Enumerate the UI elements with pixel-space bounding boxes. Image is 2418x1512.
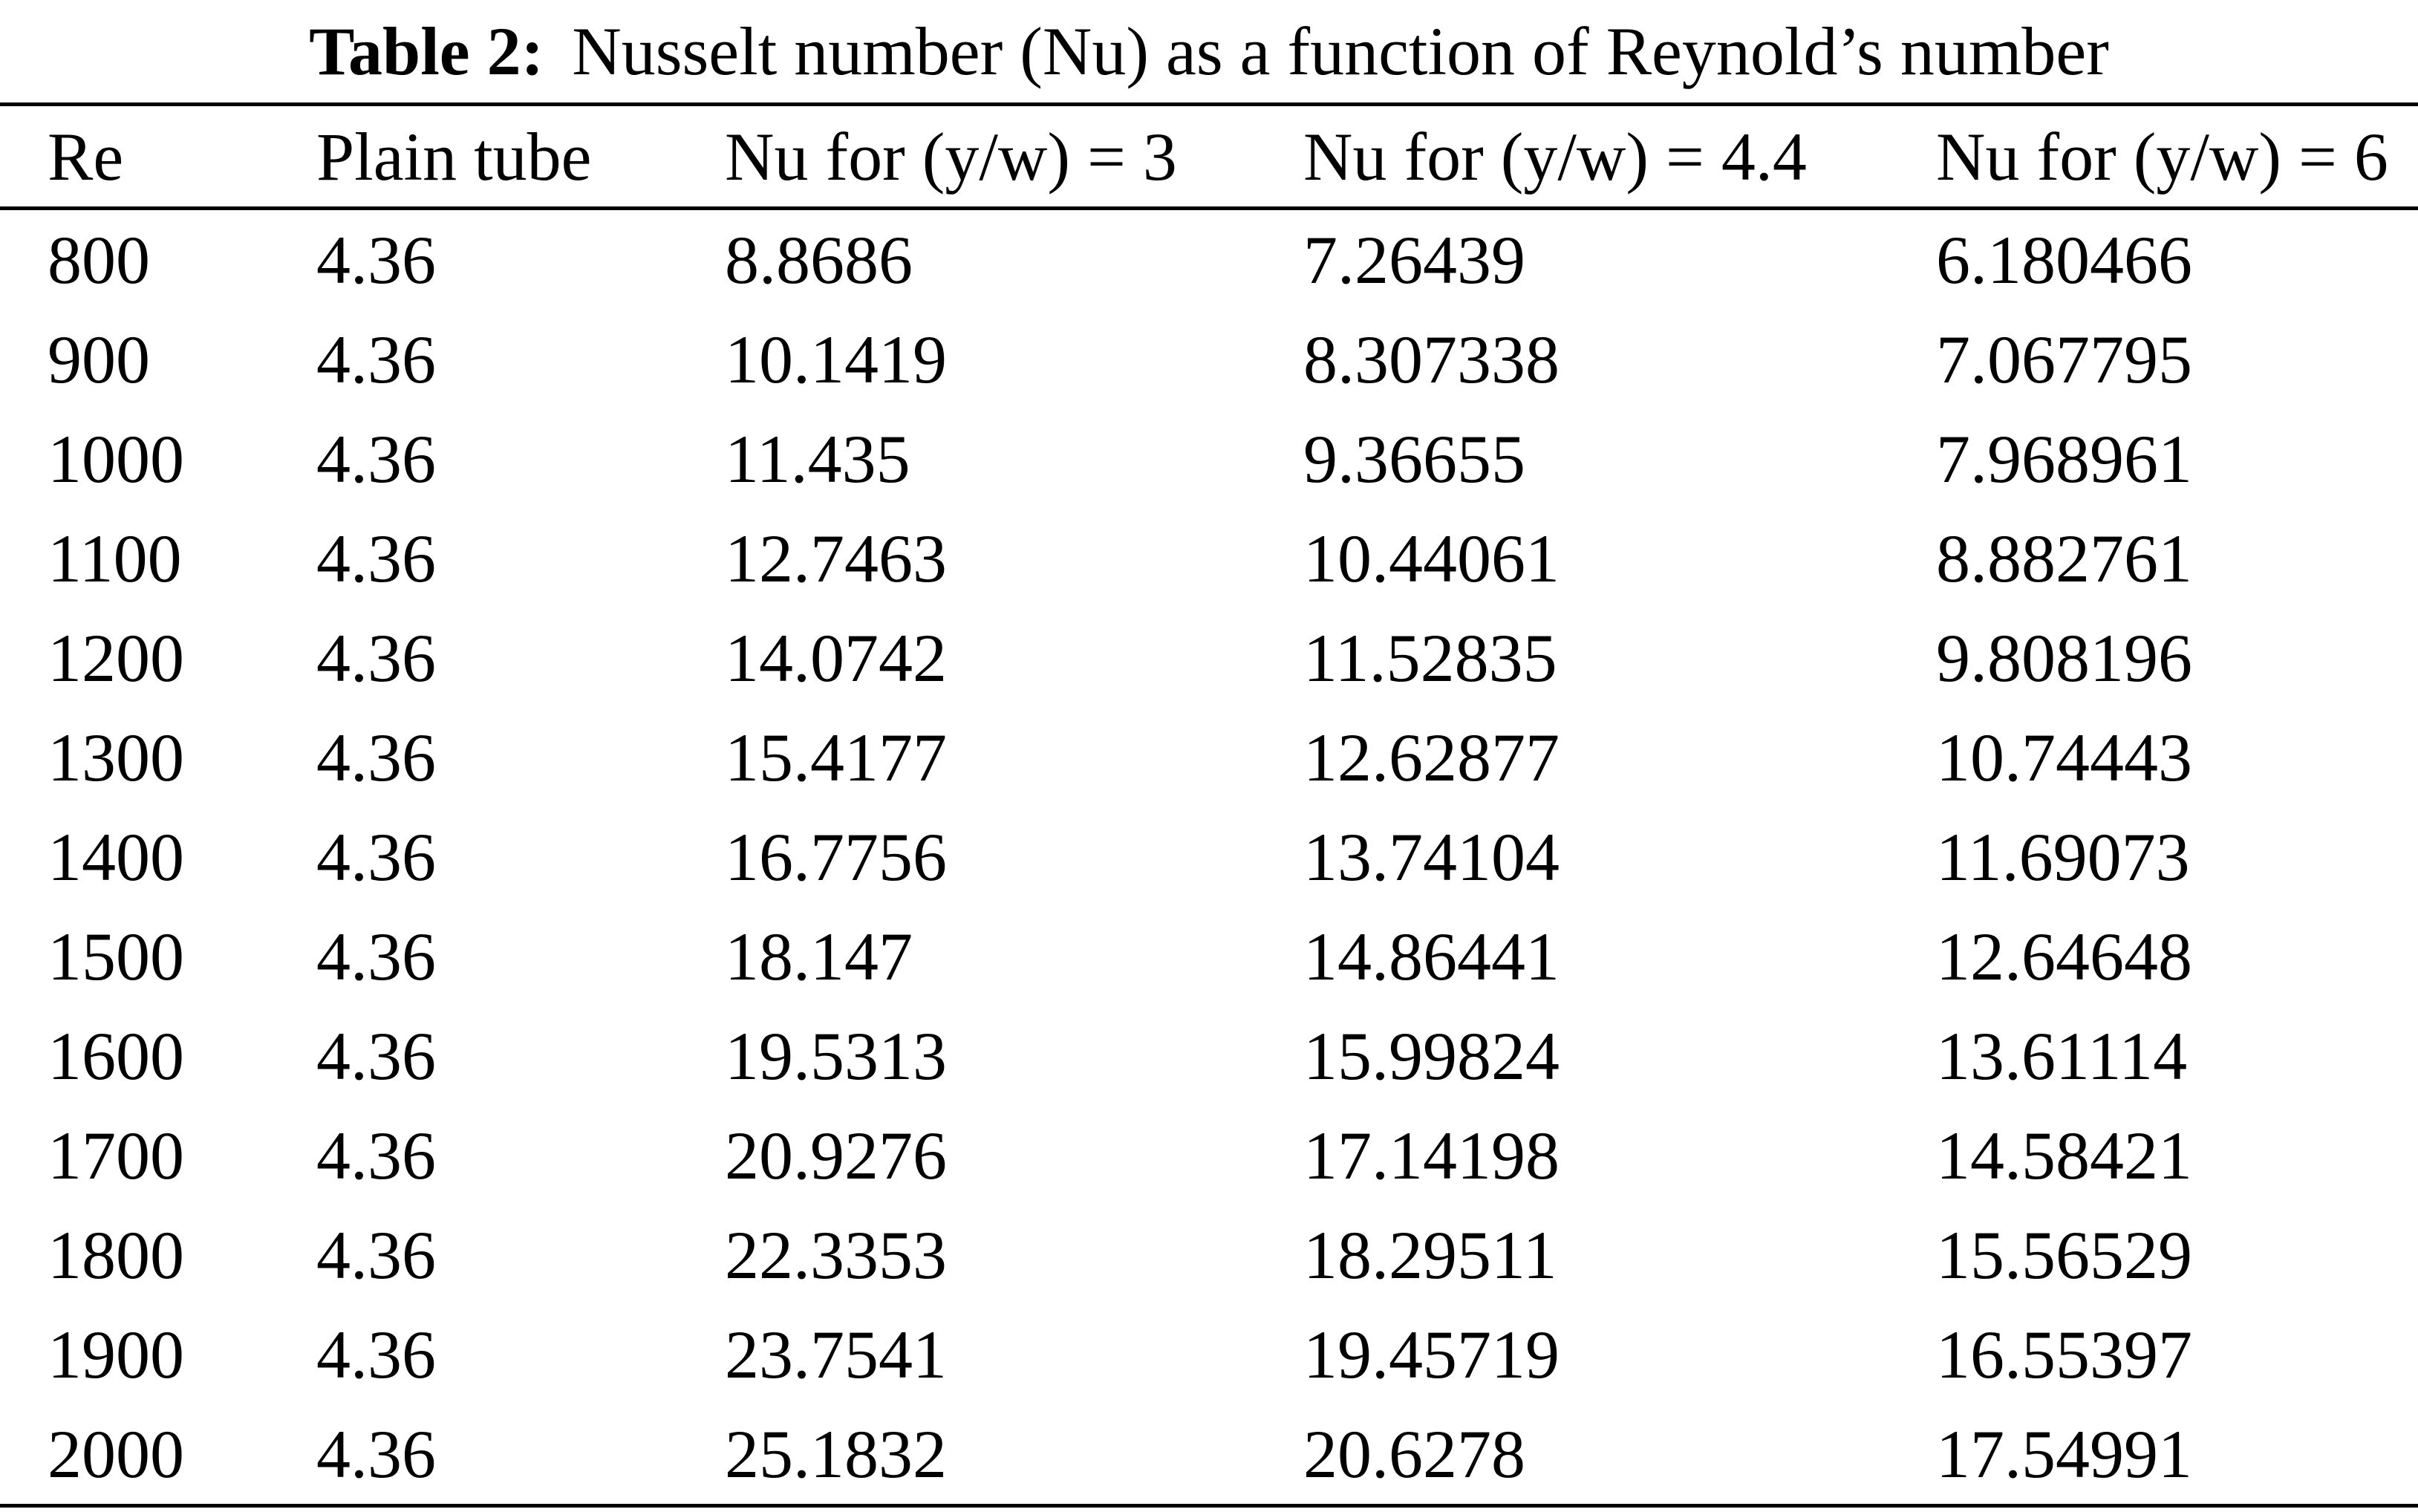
cell-nu-yw44: 11.52835: [1303, 620, 1557, 696]
table-row: 1300 4.36 15.4177 12.62877 10.74443: [0, 708, 2418, 807]
cell-re: 1200: [48, 620, 184, 696]
table-row: 1400 4.36 16.7756 13.74104 11.69073: [0, 807, 2418, 907]
cell-plain-tube: 4.36: [316, 521, 436, 596]
cell-nu-yw6: 10.74443: [1936, 720, 2192, 795]
cell-re: 1300: [48, 720, 184, 795]
cell-nu-yw3: 14.0742: [725, 620, 947, 696]
cell-nu-yw44: 19.45719: [1303, 1317, 1560, 1392]
cell-nu-yw6: 9.808196: [1936, 620, 2192, 696]
cell-plain-tube: 4.36: [316, 1217, 436, 1293]
cell-plain-tube: 4.36: [316, 421, 436, 497]
cell-plain-tube: 4.36: [316, 1118, 436, 1193]
table-row: 1800 4.36 22.3353 18.29511 15.56529: [0, 1205, 2418, 1305]
cell-plain-tube: 4.36: [316, 222, 436, 298]
cell-plain-tube: 4.36: [316, 620, 436, 696]
cell-re: 1500: [48, 919, 184, 994]
cell-re: 1000: [48, 421, 184, 497]
cell-nu-yw6: 7.067795: [1936, 322, 2192, 397]
column-header-re: Re: [0, 104, 316, 210]
cell-re: 900: [48, 322, 150, 397]
table-row: 1100 4.36 12.7463 10.44061 8.882761: [0, 509, 2418, 608]
cell-nu-yw6: 17.54991: [1936, 1416, 2192, 1492]
cell-nu-yw3: 18.147: [725, 919, 913, 994]
table-row: 1600 4.36 19.5313 15.99824 13.61114: [0, 1006, 2418, 1106]
table-row: 800 4.36 8.8686 7.26439 6.180466: [0, 209, 2418, 310]
column-header-nu-yw6: Nu for (y/w) = 6: [1936, 104, 2418, 210]
column-header-nu-yw44: Nu for (y/w) = 4.4: [1303, 104, 1936, 210]
table-caption-label: Table 2:: [309, 13, 544, 89]
cell-nu-yw6: 12.64648: [1936, 919, 2192, 994]
cell-re: 1400: [48, 819, 184, 895]
cell-nu-yw6: 15.56529: [1936, 1217, 2192, 1293]
nusselt-table: Re Plain tube Nu for (y/w) = 3 Nu for (y…: [0, 102, 2418, 1508]
cell-plain-tube: 4.36: [316, 720, 436, 795]
table-row: 2000 4.36 25.1832 20.6278 17.54991: [0, 1404, 2418, 1506]
cell-nu-yw6: 14.58421: [1936, 1118, 2192, 1193]
cell-re: 800: [48, 222, 150, 298]
table-row: 1000 4.36 11.435 9.36655 7.968961: [0, 409, 2418, 509]
cell-nu-yw6: 16.55397: [1936, 1317, 2192, 1392]
table-row: 1200 4.36 14.0742 11.52835 9.808196: [0, 608, 2418, 708]
cell-nu-yw44: 17.14198: [1303, 1118, 1560, 1193]
cell-nu-yw3: 16.7756: [725, 819, 947, 895]
table-row: 1500 4.36 18.147 14.86441 12.64648: [0, 907, 2418, 1006]
cell-re: 1600: [48, 1018, 184, 1094]
cell-re: 1900: [48, 1317, 184, 1392]
cell-re: 1800: [48, 1217, 184, 1293]
cell-nu-yw44: 7.26439: [1303, 222, 1525, 298]
table-caption-text: Nusselt number (Nu) as a function of Rey…: [572, 13, 2109, 89]
cell-plain-tube: 4.36: [316, 322, 436, 397]
cell-nu-yw3: 20.9276: [725, 1118, 947, 1193]
cell-nu-yw3: 8.8686: [725, 222, 913, 298]
cell-plain-tube: 4.36: [316, 819, 436, 895]
cell-nu-yw3: 15.4177: [725, 720, 947, 795]
table-caption: Table 2: Nusselt number (Nu) as a functio…: [0, 0, 2418, 102]
cell-nu-yw44: 13.74104: [1303, 819, 1560, 895]
cell-nu-yw44: 10.44061: [1303, 521, 1560, 596]
cell-nu-yw44: 14.86441: [1303, 919, 1560, 994]
cell-re: 1100: [48, 521, 182, 596]
cell-nu-yw3: 23.7541: [725, 1317, 947, 1392]
cell-plain-tube: 4.36: [316, 919, 436, 994]
cell-nu-yw3: 10.1419: [725, 322, 947, 397]
cell-nu-yw6: 11.69073: [1936, 819, 2190, 895]
cell-nu-yw6: 8.882761: [1936, 521, 2192, 596]
cell-nu-yw6: 13.61114: [1936, 1018, 2188, 1094]
cell-nu-yw44: 12.62877: [1303, 720, 1560, 795]
cell-nu-yw3: 22.3353: [725, 1217, 947, 1293]
table-row: 1700 4.36 20.9276 17.14198 14.58421: [0, 1106, 2418, 1205]
cell-nu-yw3: 19.5313: [725, 1018, 947, 1094]
header-row: Re Plain tube Nu for (y/w) = 3 Nu for (y…: [0, 104, 2418, 210]
cell-nu-yw44: 15.99824: [1303, 1018, 1560, 1094]
cell-nu-yw6: 7.968961: [1936, 421, 2192, 497]
cell-nu-yw3: 12.7463: [725, 521, 947, 596]
table-row: 1900 4.36 23.7541 19.45719 16.55397: [0, 1305, 2418, 1404]
cell-nu-yw44: 18.29511: [1303, 1217, 1557, 1293]
cell-nu-yw44: 8.307338: [1303, 322, 1560, 397]
cell-re: 1700: [48, 1118, 184, 1193]
column-header-plain-tube: Plain tube: [316, 104, 725, 210]
cell-nu-yw6: 6.180466: [1936, 222, 2192, 298]
cell-plain-tube: 4.36: [316, 1018, 436, 1094]
cell-nu-yw3: 11.435: [725, 421, 910, 497]
cell-re: 2000: [48, 1416, 184, 1492]
cell-nu-yw44: 20.6278: [1303, 1416, 1525, 1492]
cell-plain-tube: 4.36: [316, 1317, 436, 1392]
table-row: 900 4.36 10.1419 8.307338 7.067795: [0, 310, 2418, 409]
cell-plain-tube: 4.36: [316, 1416, 436, 1492]
column-header-nu-yw3: Nu for (y/w) = 3: [725, 104, 1303, 210]
cell-nu-yw3: 25.1832: [725, 1416, 947, 1492]
cell-nu-yw44: 9.36655: [1303, 421, 1525, 497]
